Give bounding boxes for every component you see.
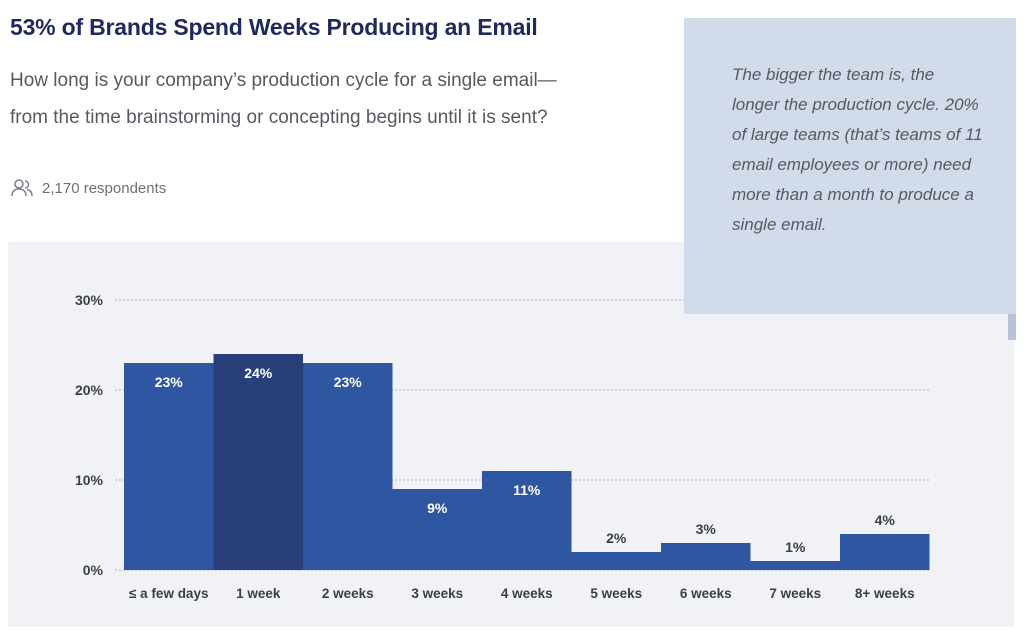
- data-label: 2%: [606, 530, 627, 546]
- x-tick-label: 4 weeks: [501, 586, 553, 601]
- respondents-count: 2,170 respondents: [42, 179, 167, 197]
- bar: [840, 534, 930, 570]
- bar: [482, 471, 572, 570]
- x-tick-label: 6 weeks: [680, 586, 732, 601]
- chart-title: 53% of Brands Spend Weeks Producing an E…: [10, 14, 538, 40]
- x-tick-label: 5 weeks: [590, 586, 642, 601]
- data-label: 11%: [513, 482, 541, 498]
- bar: [303, 363, 393, 570]
- data-label: 9%: [427, 500, 448, 516]
- bar: [124, 363, 214, 570]
- x-tick-label: 7 weeks: [769, 586, 821, 601]
- data-label: 4%: [875, 512, 896, 528]
- data-label: 3%: [696, 521, 717, 537]
- y-tick-label: 0%: [83, 562, 104, 578]
- x-tick-label: 8+ weeks: [855, 586, 915, 601]
- bar: [571, 552, 661, 570]
- x-tick-label: 1 week: [236, 586, 281, 601]
- respondents-info: 2,170 respondents: [10, 178, 166, 198]
- data-label: 23%: [155, 374, 184, 390]
- bar: [750, 561, 840, 570]
- y-tick-label: 10%: [75, 472, 104, 488]
- callout-fold: [1008, 314, 1016, 340]
- data-label: 24%: [244, 365, 273, 381]
- users-icon: [11, 179, 33, 197]
- survey-question: How long is your company’s production cy…: [10, 70, 557, 128]
- data-label: 23%: [334, 374, 363, 390]
- y-tick-label: 20%: [75, 382, 104, 398]
- x-tick-label: ≤ a few days: [129, 586, 208, 601]
- x-tick-label: 3 weeks: [411, 586, 463, 601]
- bar: [213, 354, 303, 570]
- bar: [661, 543, 751, 570]
- insight-callout: The bigger the team is, the longer the p…: [684, 18, 1016, 314]
- data-label: 1%: [785, 539, 806, 555]
- x-tick-label: 2 weeks: [322, 586, 374, 601]
- y-tick-label: 30%: [75, 292, 104, 308]
- bar: [392, 489, 482, 570]
- callout-text: The bigger the team is, the longer the p…: [732, 65, 983, 234]
